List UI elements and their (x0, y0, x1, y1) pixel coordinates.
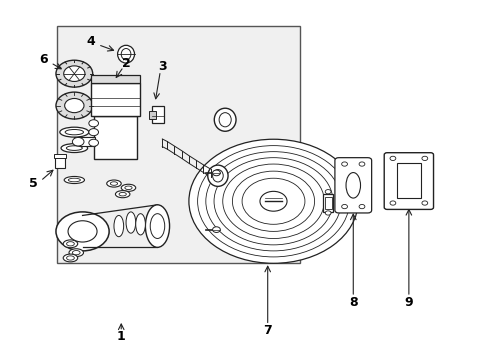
Ellipse shape (69, 249, 83, 257)
Ellipse shape (121, 49, 131, 60)
Circle shape (197, 145, 349, 257)
Ellipse shape (114, 215, 123, 237)
Ellipse shape (117, 45, 134, 63)
Circle shape (325, 190, 330, 194)
Ellipse shape (150, 214, 164, 238)
Circle shape (205, 152, 341, 251)
Circle shape (341, 162, 347, 166)
Ellipse shape (63, 240, 78, 248)
Circle shape (212, 227, 220, 233)
Circle shape (223, 164, 324, 238)
Text: 9: 9 (404, 296, 412, 309)
Text: 3: 3 (158, 60, 166, 73)
Ellipse shape (124, 186, 132, 190)
Circle shape (89, 120, 98, 127)
Text: 1: 1 (117, 330, 125, 343)
Circle shape (68, 221, 97, 242)
Ellipse shape (207, 165, 227, 186)
Circle shape (389, 201, 395, 205)
Ellipse shape (115, 191, 130, 198)
Ellipse shape (64, 176, 84, 184)
Bar (324, 197, 331, 210)
Circle shape (214, 158, 332, 245)
Circle shape (72, 138, 84, 146)
Text: 6: 6 (40, 53, 48, 66)
Bar (57, 26, 299, 263)
Ellipse shape (66, 242, 74, 246)
Circle shape (341, 204, 347, 209)
FancyBboxPatch shape (384, 153, 433, 210)
Circle shape (242, 178, 305, 224)
Ellipse shape (219, 113, 231, 127)
Circle shape (212, 170, 220, 176)
Ellipse shape (66, 256, 74, 260)
Text: 7: 7 (263, 324, 271, 337)
Ellipse shape (119, 192, 126, 196)
Circle shape (421, 156, 427, 161)
Circle shape (358, 162, 364, 166)
Ellipse shape (65, 130, 83, 135)
Circle shape (358, 204, 364, 209)
Ellipse shape (136, 214, 145, 235)
Circle shape (421, 201, 427, 205)
Ellipse shape (68, 178, 80, 182)
Text: 4: 4 (87, 35, 96, 48)
Bar (91, 82, 139, 116)
Bar (149, 111, 156, 119)
Ellipse shape (63, 254, 78, 262)
FancyBboxPatch shape (334, 158, 371, 213)
Ellipse shape (346, 172, 360, 198)
Circle shape (389, 156, 395, 161)
Bar (53, 154, 66, 158)
Circle shape (64, 99, 84, 113)
Text: 8: 8 (348, 296, 357, 309)
Bar (55, 156, 64, 168)
Ellipse shape (110, 182, 117, 185)
Bar (94, 116, 137, 159)
Ellipse shape (61, 144, 87, 153)
Ellipse shape (126, 212, 136, 233)
Circle shape (325, 211, 330, 215)
Circle shape (232, 171, 314, 231)
Circle shape (56, 212, 109, 251)
Ellipse shape (214, 108, 236, 131)
Text: 5: 5 (29, 177, 38, 190)
Circle shape (63, 66, 85, 81)
Ellipse shape (66, 146, 82, 150)
Circle shape (260, 192, 286, 211)
Circle shape (89, 139, 98, 146)
Text: 2: 2 (122, 57, 131, 69)
Ellipse shape (145, 205, 169, 247)
Bar (396, 163, 420, 198)
Ellipse shape (60, 127, 89, 137)
Circle shape (188, 139, 357, 263)
Circle shape (56, 60, 93, 87)
Ellipse shape (72, 251, 80, 255)
Circle shape (56, 92, 93, 119)
Ellipse shape (212, 170, 223, 182)
Bar (322, 194, 333, 212)
Circle shape (89, 129, 98, 136)
Bar (151, 106, 163, 123)
Bar (91, 76, 139, 82)
Ellipse shape (121, 184, 136, 192)
Ellipse shape (106, 180, 121, 187)
Bar (74, 138, 95, 146)
